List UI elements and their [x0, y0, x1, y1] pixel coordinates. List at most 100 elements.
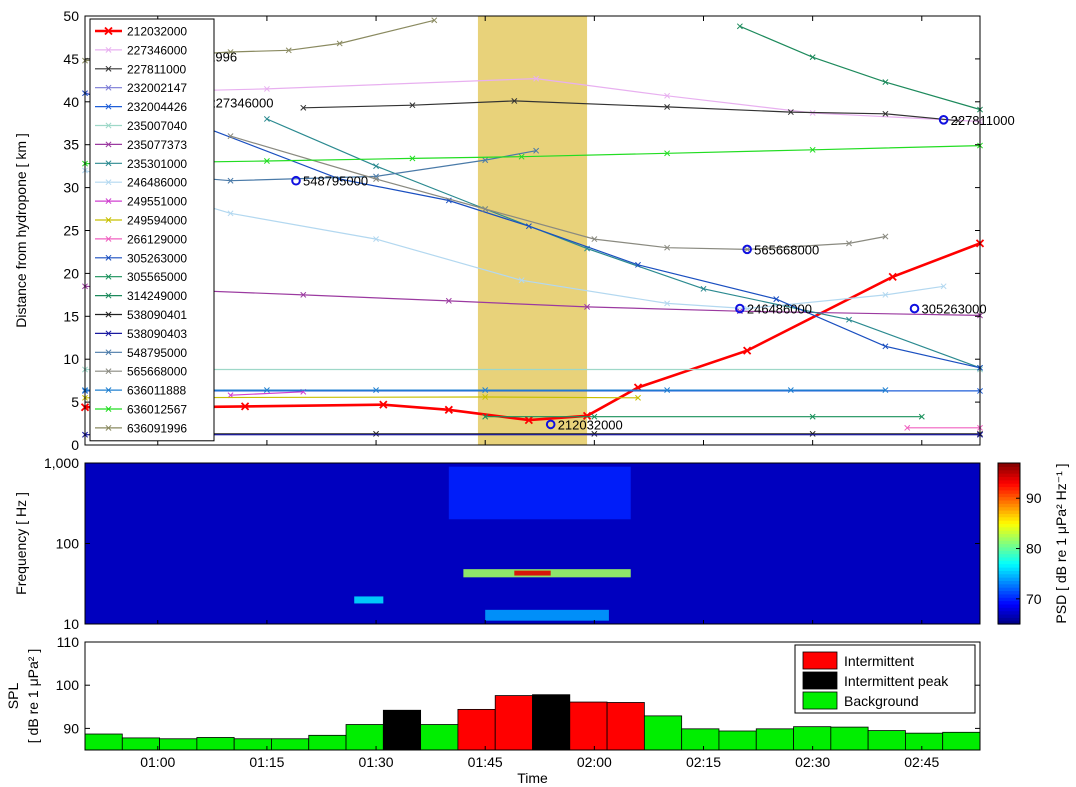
- series-point: [882, 291, 889, 298]
- series-point: [744, 246, 751, 253]
- colorbar-segment: [998, 543, 1020, 548]
- colorbar-tick-label: 70: [1026, 591, 1042, 607]
- series-636011888: [82, 387, 889, 394]
- series-point: [518, 277, 525, 284]
- spl-bar: [905, 732, 944, 751]
- colorbar-segment: [998, 587, 1020, 592]
- legend-marker: [105, 311, 112, 318]
- series-point: [700, 285, 707, 292]
- legend-label: 227346000: [127, 43, 187, 57]
- colorbar-segment: [998, 566, 1020, 571]
- y-tick-label: 5: [71, 394, 79, 410]
- legend-label: 235301000: [127, 157, 187, 171]
- series-point: [409, 155, 416, 162]
- colorbar-frame: [997, 462, 1021, 625]
- legend-marker: [105, 122, 112, 129]
- spl-legend-swatch: [802, 671, 838, 690]
- spl-bar: [718, 730, 757, 751]
- colorbar-segment: [998, 607, 1020, 612]
- colorbar-segment: [998, 540, 1020, 545]
- series-314249000: [736, 23, 983, 113]
- series-point: [263, 85, 270, 92]
- colorbar-segment: [998, 600, 1020, 605]
- series-line-565668000: [230, 135, 886, 251]
- legend-label: 636091996: [127, 421, 187, 435]
- series-line-246486000: [84, 169, 944, 310]
- series-point: [444, 405, 453, 414]
- colorbar-segment: [998, 496, 1020, 501]
- legend-label: 548795000: [127, 346, 187, 360]
- series-point: [664, 103, 671, 110]
- series-point: [809, 146, 816, 153]
- spectrogram-hotspot: [514, 570, 551, 576]
- series-point: [263, 116, 270, 122]
- legend-marker: [105, 65, 112, 72]
- annotation-label: 227811000: [951, 113, 1015, 128]
- x-tick-label: 02:15: [686, 754, 721, 770]
- colorbar-segment: [998, 513, 1020, 518]
- colorbar-segment: [998, 613, 1020, 618]
- series-point: [482, 157, 489, 164]
- x-tick-label: 02:30: [795, 754, 830, 770]
- annotation-label: 212032000: [558, 417, 623, 432]
- colorbar-segment: [998, 546, 1020, 551]
- colorbar-segment: [998, 466, 1020, 471]
- colorbar-segment: [998, 603, 1020, 608]
- series-point: [373, 236, 380, 243]
- colorbar-segment: [998, 483, 1020, 488]
- spl-bar: [830, 726, 869, 751]
- spl-frame: [84, 641, 981, 751]
- series-point: [511, 97, 518, 104]
- legend-marker: [105, 349, 112, 356]
- legend-label: 565668000: [127, 365, 187, 379]
- y-tick-label: 50: [63, 8, 79, 24]
- series-point: [846, 240, 852, 247]
- colorbar-segment: [998, 536, 1020, 541]
- annotation-marker: [735, 303, 745, 314]
- colorbar-tick-label: 80: [1026, 541, 1042, 557]
- series-point: [809, 413, 816, 420]
- colorbar-segment: [998, 610, 1020, 615]
- colorbar-segment: [998, 493, 1020, 498]
- y-axis-label: Frequency [ Hz ]: [13, 492, 29, 595]
- colorbar-segment: [998, 479, 1020, 484]
- legend-marker: [105, 217, 112, 223]
- series-line-314249000: [739, 25, 981, 111]
- series-point: [882, 343, 889, 350]
- y-tick-label: 0: [71, 437, 79, 453]
- spl-bar: [867, 730, 906, 751]
- colorbar-segment: [998, 580, 1020, 585]
- spl-bar: [308, 734, 347, 751]
- y-tick-label: 30: [63, 180, 79, 196]
- series-point: [882, 79, 889, 86]
- legend-item: 636011888: [95, 384, 187, 398]
- series-point: [373, 430, 380, 437]
- legend-item: 227346000: [95, 43, 187, 57]
- spl-bar: [457, 708, 496, 751]
- legend-item: 235301000: [95, 157, 187, 171]
- colorbar-segment: [998, 620, 1020, 625]
- series-point: [635, 261, 641, 268]
- legend-marker: [105, 179, 112, 186]
- legend-item: 565668000: [95, 365, 187, 379]
- spl-bar: [271, 738, 310, 751]
- spl-legend-label: Intermittent peak: [844, 673, 949, 689]
- spl-bar: [494, 695, 533, 751]
- series-305565000: [482, 413, 925, 420]
- distance-panel: 636091996 227346000 548795000 565668000 2464…: [13, 8, 1015, 453]
- series-point: [591, 430, 598, 437]
- colorbar-segment: [998, 617, 1020, 622]
- spl-bar: [382, 709, 422, 751]
- spectrogram-hotspot: [448, 466, 631, 520]
- legend-item: 232004426: [95, 100, 187, 114]
- y-tick-label: 45: [63, 51, 79, 67]
- colorbar-segment: [998, 590, 1020, 595]
- series-point: [918, 413, 925, 420]
- series-point: [227, 49, 234, 55]
- annotation-marker: [909, 303, 920, 314]
- legend-label: 538090401: [127, 308, 187, 322]
- spl-bar: [420, 724, 459, 751]
- spl-bar: [159, 738, 198, 751]
- legend-marker: [105, 46, 112, 53]
